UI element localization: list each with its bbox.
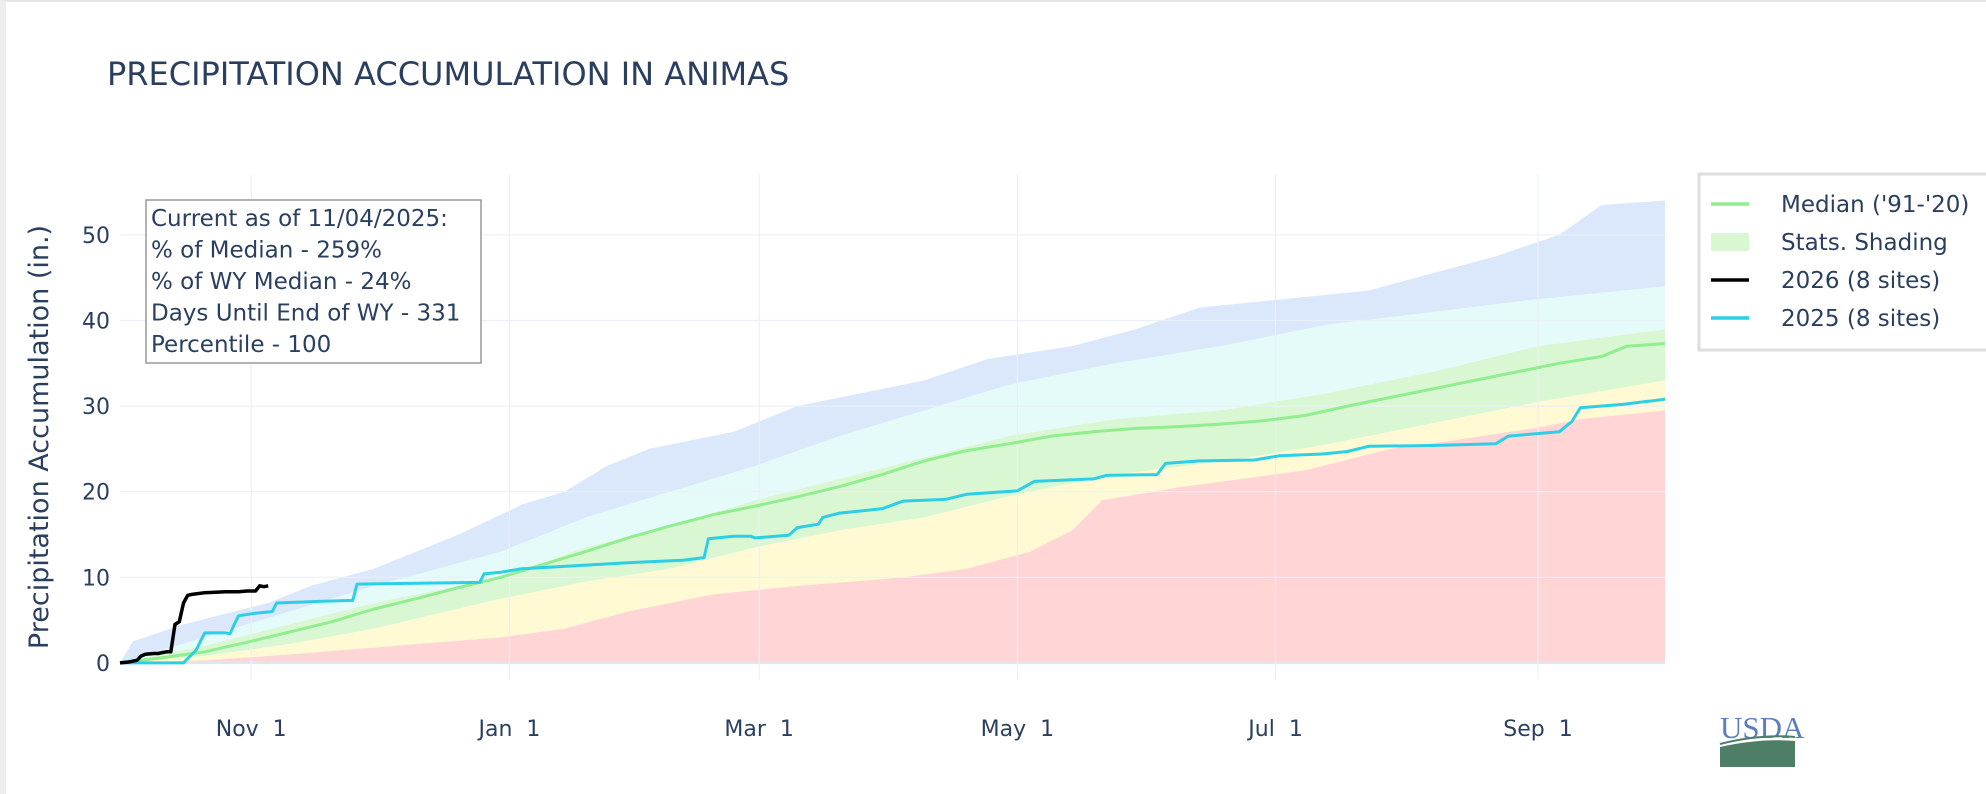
info-line: Days Until End of WY - 331 — [151, 301, 460, 327]
info-box — [145, 199, 482, 364]
x-tick-label: Nov 1 — [216, 717, 287, 742]
x-tick-label: Mar 1 — [724, 717, 794, 742]
legend-swatch — [1711, 233, 1749, 251]
info-line: % of WY Median - 24% — [151, 269, 411, 295]
axes: 0 10 20 30 40 50 Nov 1 Jan 1 Mar 1 May 1 Jul 1 Sep … — [82, 224, 1573, 742]
info-line: Percentile - 100 — [151, 332, 331, 358]
y-tick-label: 20 — [82, 481, 110, 506]
data-series — [119, 342, 1666, 665]
band-30th-70th — [120, 329, 1665, 663]
y-tick-label: 30 — [82, 395, 110, 420]
y-tick-label: 10 — [82, 566, 110, 591]
x-tick-label: Jul 1 — [1246, 717, 1303, 742]
chart-title: PRECIPITATION ACCUMULATION IN ANIMAS — [107, 55, 789, 93]
y-axis-label: Precipitation Accumulation (in.) — [24, 225, 55, 649]
x-tick-label: May 1 — [981, 717, 1054, 742]
series-line-1 — [120, 397, 1666, 665]
legend-item-label[interactable]: 2026 (8 sites) — [1781, 268, 1940, 294]
x-tick-label: Jan 1 — [476, 717, 540, 742]
info-line: % of Median - 259% — [151, 238, 382, 264]
gridlines — [120, 175, 1665, 680]
legend[interactable]: Median ('91-'20) Stats. Shading 2026 (8 si… — [1697, 172, 1986, 352]
band-70th-90th — [120, 286, 1665, 663]
y-tick-label: 40 — [82, 310, 110, 335]
info-annotation: Current as of 11/04/2025: % of Median - 2… — [145, 199, 482, 364]
band-10th-30th — [120, 380, 1665, 663]
band-90th-max — [120, 200, 1665, 663]
x-tick-label: Sep 1 — [1503, 717, 1572, 742]
usda-logo: USDA — [1719, 710, 1805, 767]
legend-item-label[interactable]: Stats. Shading — [1781, 230, 1948, 256]
y-tick-label: 50 — [82, 224, 110, 249]
band-min-10th — [120, 410, 1665, 663]
legend-item-label[interactable]: Median ('91-'20) — [1781, 192, 1969, 218]
legend-item-label[interactable]: 2025 (8 sites) — [1781, 306, 1940, 332]
series-line-2 — [119, 584, 269, 665]
series-line-0 — [119, 342, 1666, 665]
y-tick-label: 0 — [96, 652, 110, 677]
info-line: Current as of 11/04/2025: — [151, 206, 448, 232]
usda-logo-mark — [1720, 740, 1795, 767]
stats-bands — [120, 200, 1665, 663]
usda-logo-text: USDA — [1720, 710, 1805, 745]
